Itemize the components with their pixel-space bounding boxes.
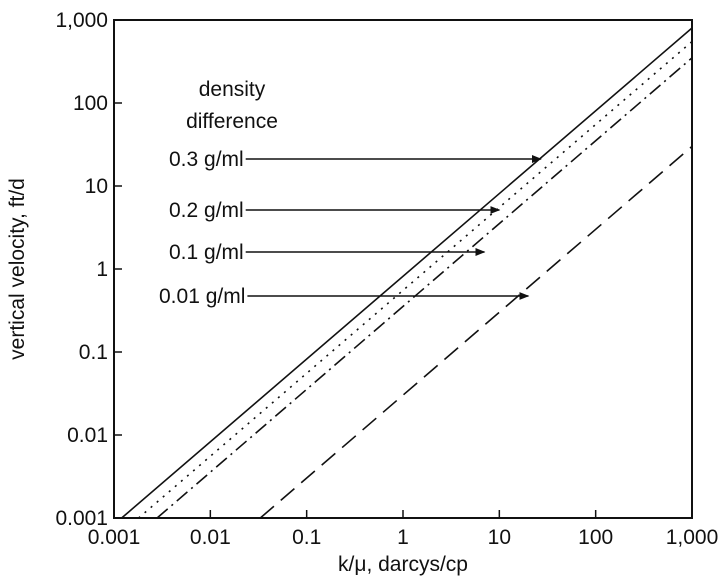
y-tick-label: 0.1 [79, 341, 108, 364]
legend-label: 0.3 g/ml [169, 148, 244, 171]
series-group [121, 27, 693, 519]
x-tick-label: 1,000 [666, 526, 719, 549]
y-tick-label: 100 [73, 92, 108, 115]
legend-label: 0.2 g/ml [169, 199, 244, 222]
legend-title-line-2: difference [186, 110, 278, 133]
y-tick-label: 10 [85, 175, 108, 198]
series-line-4 [259, 145, 693, 519]
x-tick-label: 0.01 [190, 526, 231, 549]
tick-group: 0.001 0.01 0.1 1 10 100 1,000 0.001 0.01 0.1 1 10 10… [55, 9, 718, 549]
y-axis-title: vertical velocity, ft/d [6, 178, 29, 360]
y-tick-label: 1,000 [55, 9, 108, 32]
y-tick-label: 0.001 [55, 507, 108, 530]
legend-label: 0.1 g/ml [169, 241, 244, 264]
x-tick-label: 10 [488, 526, 511, 549]
legend-label: 0.01 g/ml [159, 285, 245, 308]
y-tick-label: 0.01 [67, 424, 108, 447]
series-line-2 [138, 40, 693, 519]
x-tick-label: 0.001 [88, 526, 141, 549]
x-tick-label: 100 [578, 526, 613, 549]
series-line-3 [156, 57, 693, 519]
x-axis-title: k/μ, darcys/cp [338, 553, 468, 576]
y-tick-label: 1 [96, 258, 108, 281]
x-tick-label: 0.1 [292, 526, 321, 549]
x-tick-label: 1 [397, 526, 409, 549]
series-line-1 [121, 27, 693, 519]
legend-title-line-1: density [199, 78, 266, 101]
annotation-group: 0.3 g/ml 0.2 g/ml 0.1 g/ml 0.01 g/ml [159, 148, 542, 308]
